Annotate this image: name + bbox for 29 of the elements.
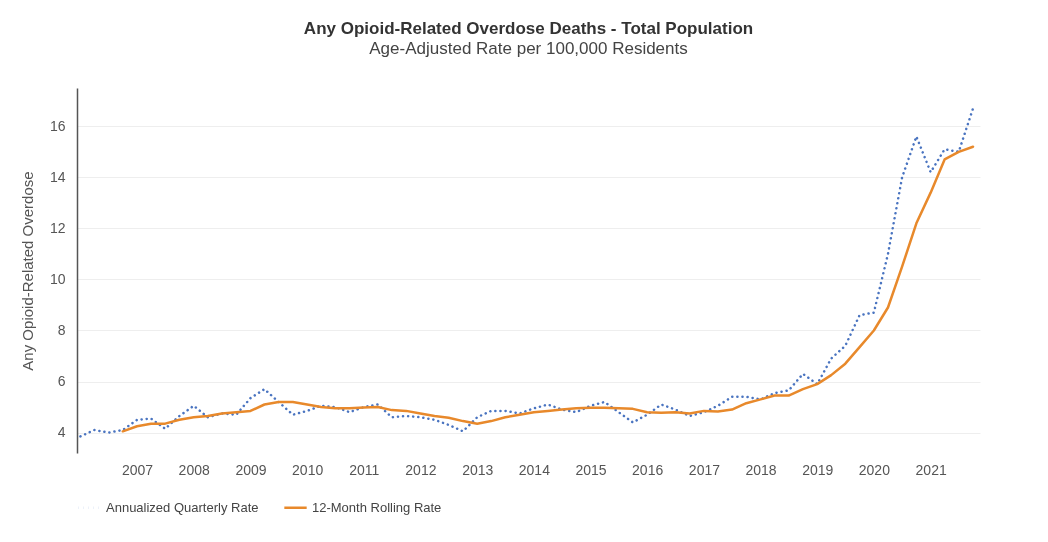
y-tick-label: 16 (49, 117, 66, 134)
x-tick-label: 2010 (292, 461, 324, 478)
y-tick-label: 12 (49, 219, 66, 236)
y-axis-title: Any Opioid-Related Overdose (18, 171, 36, 371)
y-tick-label: 10 (49, 270, 66, 287)
chart-subtitle: Age-Adjusted Rate per 100,000 Residents (369, 39, 688, 58)
x-tick-label: 2012 (405, 461, 437, 478)
x-tick-label: 2018 (745, 461, 777, 478)
y-tick-label: 6 (57, 373, 66, 390)
x-tick-label: 2011 (349, 461, 380, 478)
x-tick-label: 2021 (915, 461, 947, 478)
x-tick-label: 2016 (632, 461, 664, 478)
x-tick-label: 2015 (575, 461, 607, 478)
x-tick-label: 2007 (121, 461, 154, 478)
y-tick-label: 14 (49, 168, 66, 185)
x-tick-label: 2014 (518, 461, 551, 478)
x-tick-label: 2009 (235, 461, 267, 478)
y-tick-label: 4 (57, 424, 66, 441)
legend-label: 12-Month Rolling Rate (312, 499, 442, 515)
x-tick-label: 2019 (802, 461, 834, 478)
x-tick-label: 2017 (688, 461, 721, 478)
line-series (121, 145, 975, 433)
x-tick-label: 2013 (462, 461, 494, 478)
y-tick-label: 8 (57, 321, 66, 338)
line-series (79, 107, 975, 438)
x-tick-label: 2020 (858, 461, 891, 478)
x-tick-label: 2008 (178, 461, 210, 478)
legend-label: Annualized Quarterly Rate (106, 499, 259, 515)
chart-title: Any Opioid-Related Overdose Deaths - Total Population (303, 19, 754, 38)
